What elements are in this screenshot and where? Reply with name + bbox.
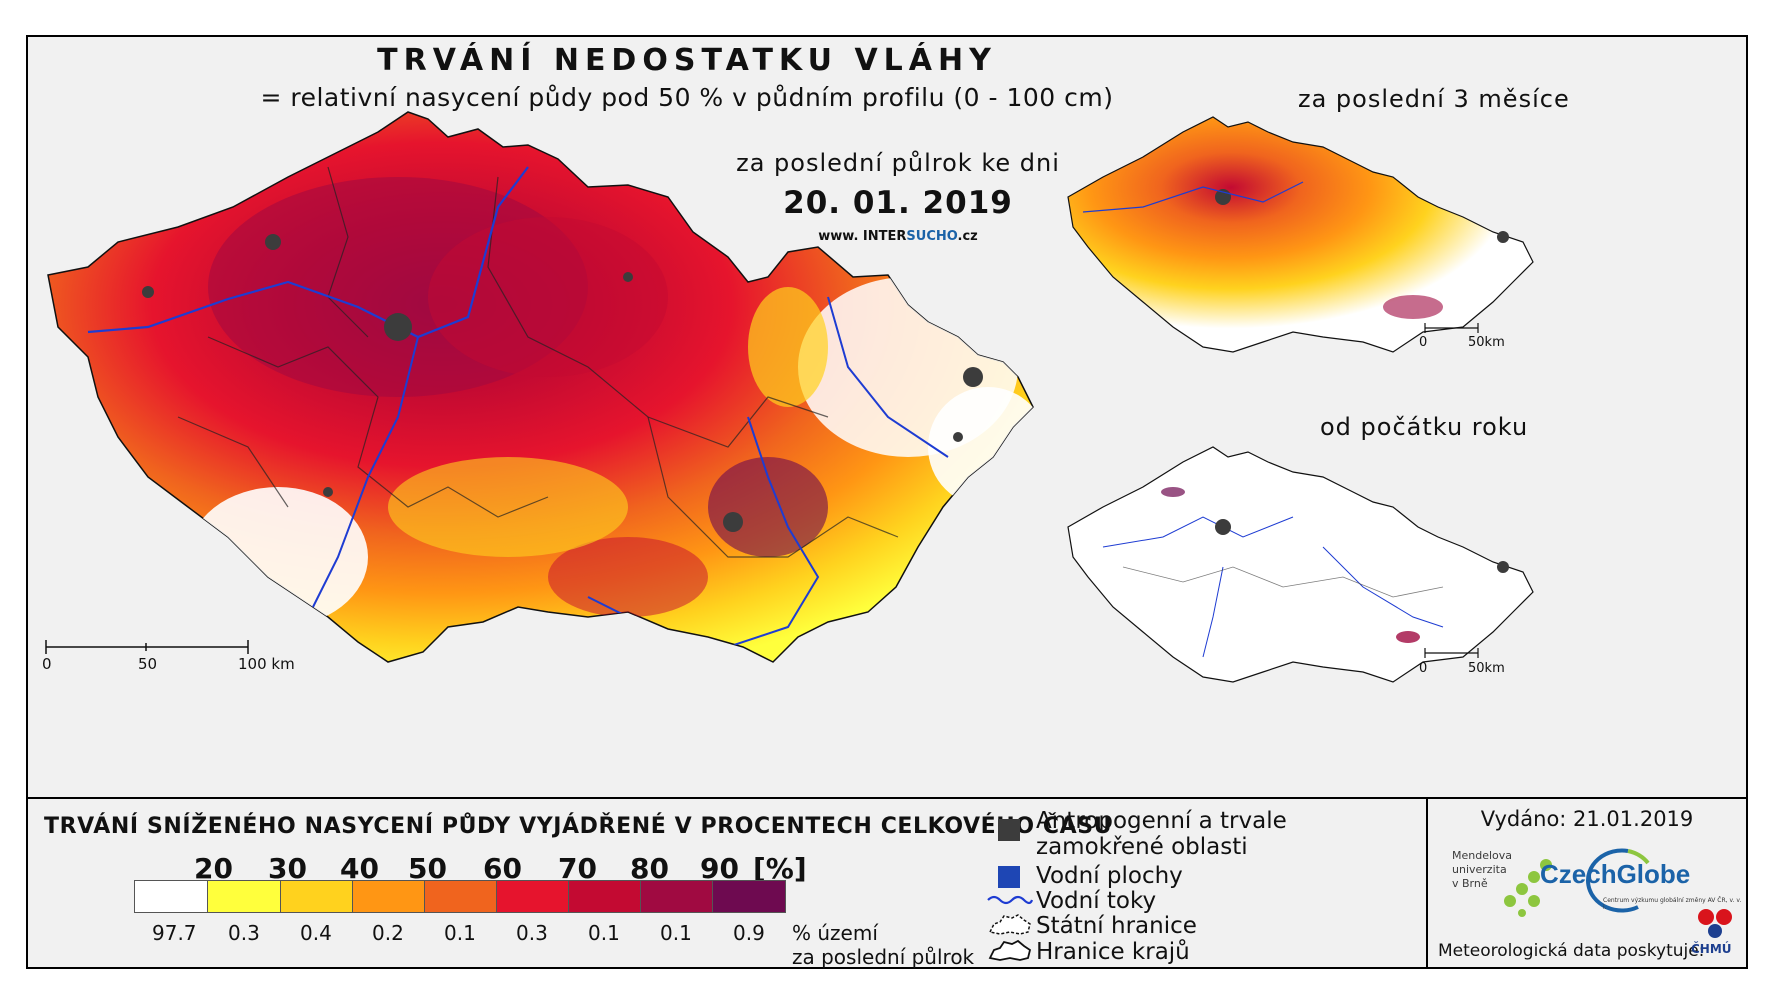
map-area: TRVÁNÍ NEDOSTATKU VLÁHY = relativní nasy… bbox=[28, 37, 1746, 797]
legend-title: TRVÁNÍ SNÍŽENÉHO NASYCENÍ PŮDY VYJÁDŘENÉ… bbox=[44, 814, 1113, 839]
map-frame: TRVÁNÍ NEDOSTATKU VLÁHY = relativní nasy… bbox=[26, 35, 1748, 969]
main-date: 20. 01. 2019 bbox=[783, 185, 1013, 221]
area-value-0: 97.7 bbox=[152, 921, 197, 945]
threshold-70: 70 bbox=[558, 852, 597, 885]
main-scale-50: 50 bbox=[138, 655, 158, 673]
threshold-90: 90 bbox=[700, 852, 739, 885]
inset-3-months-map bbox=[1067, 116, 1534, 353]
map-subtitle: = relativní nasycení půdy pod 50 % v půd… bbox=[260, 83, 1114, 112]
inset-top-scale-0: 0 bbox=[1419, 335, 1428, 350]
main-scale-0: 0 bbox=[42, 655, 52, 673]
area-note: % území za poslední půlrok bbox=[792, 921, 974, 969]
mendel-line2: univerzita bbox=[1452, 863, 1507, 876]
legend-swatch-8 bbox=[712, 880, 786, 913]
threshold-20: 20 bbox=[194, 852, 233, 885]
threshold-50: 50 bbox=[408, 852, 447, 885]
threshold-unit: [%] bbox=[753, 852, 807, 885]
urban-area-symbol bbox=[998, 819, 1020, 841]
mendel-line1: Mendelova bbox=[1452, 849, 1513, 862]
czechglobe-logo-text: CzechGlobe bbox=[1540, 859, 1691, 889]
area-value-8: 0.9 bbox=[733, 921, 765, 945]
legend-swatch-0 bbox=[134, 880, 208, 913]
inset-top-scale-50: 50km bbox=[1468, 335, 1505, 350]
area-value-7: 0.1 bbox=[660, 921, 692, 945]
area-value-2: 0.4 bbox=[300, 921, 332, 945]
inset-3-months-title: za poslední 3 měsíce bbox=[1298, 85, 1570, 113]
area-value-1: 0.3 bbox=[228, 921, 260, 945]
mendel-logo-icon bbox=[1504, 859, 1552, 917]
website-suffix: .cz bbox=[957, 229, 978, 244]
inset-bottom-scale-50: 50km bbox=[1468, 661, 1505, 676]
mendel-line3: v Brně bbox=[1452, 877, 1488, 890]
legend-divider bbox=[28, 797, 1746, 799]
area-value-3: 0.2 bbox=[372, 921, 404, 945]
legend-swatch-7 bbox=[640, 880, 713, 913]
map-title: TRVÁNÍ NEDOSTATKU VLÁHY bbox=[377, 43, 997, 78]
water-body-symbol bbox=[998, 866, 1020, 888]
threshold-40: 40 bbox=[340, 852, 379, 885]
inset-year-map bbox=[1067, 446, 1534, 683]
area-value-5: 0.3 bbox=[516, 921, 548, 945]
meteo-credit: Meteorologická data poskytuje: bbox=[1438, 941, 1705, 961]
chmu-logo-icon bbox=[1698, 909, 1732, 938]
area-note-line1: % území bbox=[792, 921, 878, 945]
chmu-logo-text: ČHMÚ bbox=[1691, 942, 1732, 956]
footer-divider bbox=[1426, 799, 1428, 967]
river-label: Vodní toky bbox=[1036, 888, 1157, 914]
urban-area-label-1: Antropogenní a trvale bbox=[1036, 808, 1287, 834]
main-drought-map bbox=[45, 111, 1034, 663]
main-scale-100: 100 km bbox=[238, 655, 295, 673]
inset-bottom-scale-bar bbox=[1424, 648, 1479, 658]
main-scale-bar bbox=[45, 640, 249, 654]
area-note-line2: za poslední půlrok bbox=[792, 945, 975, 969]
inset-top-scale-bar bbox=[1424, 323, 1479, 333]
region-border-label: Hranice krajů bbox=[1036, 939, 1190, 965]
river-symbol bbox=[987, 895, 1034, 905]
area-value-4: 0.1 bbox=[444, 921, 476, 945]
website-highlight: SUCHO bbox=[906, 229, 958, 244]
inset-year-title: od počátku roku bbox=[1320, 413, 1529, 441]
state-border-label: Státní hranice bbox=[1036, 913, 1197, 939]
area-value-6: 0.1 bbox=[588, 921, 620, 945]
threshold-30: 30 bbox=[268, 852, 307, 885]
website-prefix: www. INTER bbox=[818, 229, 907, 244]
main-period-label: za poslední půlrok ke dni bbox=[736, 149, 1060, 177]
website-label: www. INTERSUCHO.cz bbox=[678, 229, 1118, 244]
threshold-60: 60 bbox=[483, 852, 522, 885]
threshold-80: 80 bbox=[630, 852, 669, 885]
legend-swatch-2 bbox=[280, 880, 353, 913]
czechglobe-logo-icon bbox=[1586, 848, 1650, 913]
issued-date: Vydáno: 21.01.2019 bbox=[1480, 807, 1694, 831]
urban-area-label-2: zamokřené oblasti bbox=[1036, 834, 1248, 860]
legend-swatch-6 bbox=[568, 880, 641, 913]
czechglobe-subtitle: Centrum výzkumu globální změny AV ČR, v.… bbox=[1603, 897, 1742, 911]
mendel-logo-text: Mendelova univerzita v Brně bbox=[1452, 849, 1512, 891]
legend-swatch-4 bbox=[424, 880, 497, 913]
state-border-symbol bbox=[988, 914, 1031, 935]
inset-bottom-scale-0: 0 bbox=[1419, 661, 1428, 676]
legend-swatch-5 bbox=[496, 880, 569, 913]
water-body-label: Vodní plochy bbox=[1036, 863, 1183, 889]
legend-swatch-3 bbox=[352, 880, 425, 913]
legend-swatch-1 bbox=[207, 880, 281, 913]
region-border-symbol bbox=[988, 939, 1032, 961]
